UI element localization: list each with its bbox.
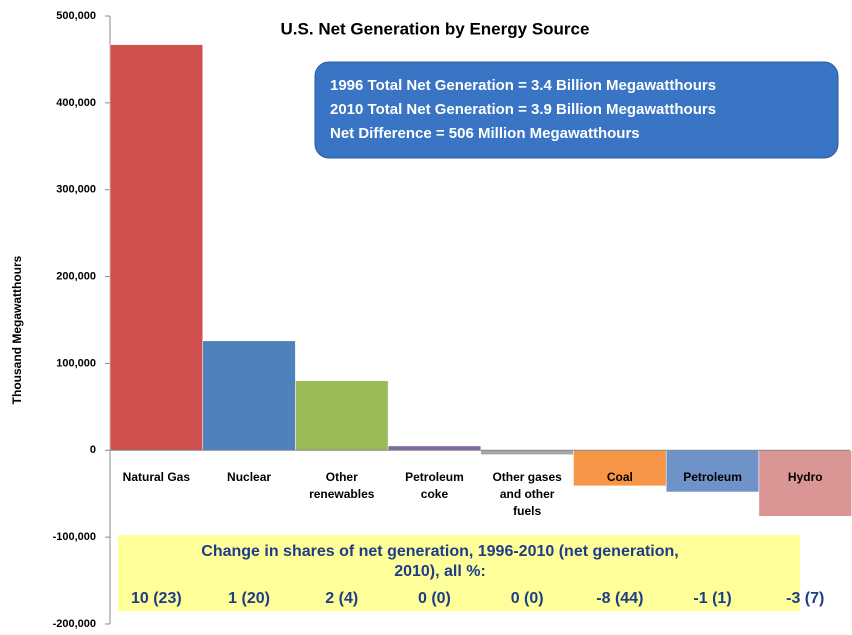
y-tick-label: -100,000 <box>53 531 96 543</box>
x-tick-label: Coal <box>607 470 633 484</box>
x-tick-label: Other gases and other fuels <box>492 470 562 518</box>
share-title: Change in shares of net generation, 1996… <box>201 543 678 580</box>
share-label: 1 (20) <box>228 590 270 607</box>
x-tick-label: Petroleum coke <box>405 470 464 501</box>
share-label: -3 (7) <box>786 590 824 607</box>
share-label: 10 (23) <box>131 590 182 607</box>
y-tick-label: 400,000 <box>56 97 96 109</box>
bar <box>480 450 574 455</box>
x-tick-label: Natural Gas <box>123 470 191 484</box>
note-box <box>314 61 839 159</box>
bar <box>665 450 760 493</box>
x-tick-label: Petroleum <box>683 470 742 484</box>
x-tick-label: Other renewables <box>309 470 375 501</box>
y-tick-label: 300,000 <box>56 184 96 196</box>
bar <box>202 340 296 451</box>
share-label: 2 (4) <box>325 590 358 607</box>
y-tick-label: 0 <box>90 444 96 456</box>
note-text: Net Difference = 506 Million Megawatthou… <box>330 125 640 142</box>
share-label: 0 (0) <box>418 590 451 607</box>
bar <box>295 380 389 451</box>
x-tick-label: Nuclear <box>227 470 271 484</box>
share-label: 0 (0) <box>511 590 544 607</box>
bar <box>758 450 852 517</box>
note-text: 1996 Total Net Generation = 3.4 Billion … <box>330 77 716 94</box>
y-tick-label: -200,000 <box>53 618 96 630</box>
y-axis-label: Thousand Megawatthours <box>10 255 24 404</box>
share-label: -1 (1) <box>693 590 731 607</box>
x-tick-label: Hydro <box>788 470 823 484</box>
bar <box>109 44 203 451</box>
y-tick-label: 500,000 <box>56 10 96 22</box>
share-box <box>118 535 800 611</box>
y-tick-label: 100,000 <box>56 357 96 369</box>
chart-title: U.S. Net Generation by Energy Source <box>281 19 590 38</box>
note-text: 2010 Total Net Generation = 3.9 Billion … <box>330 101 716 118</box>
share-label: -8 (44) <box>596 590 643 607</box>
y-tick-label: 200,000 <box>56 270 96 282</box>
bar <box>387 445 482 451</box>
